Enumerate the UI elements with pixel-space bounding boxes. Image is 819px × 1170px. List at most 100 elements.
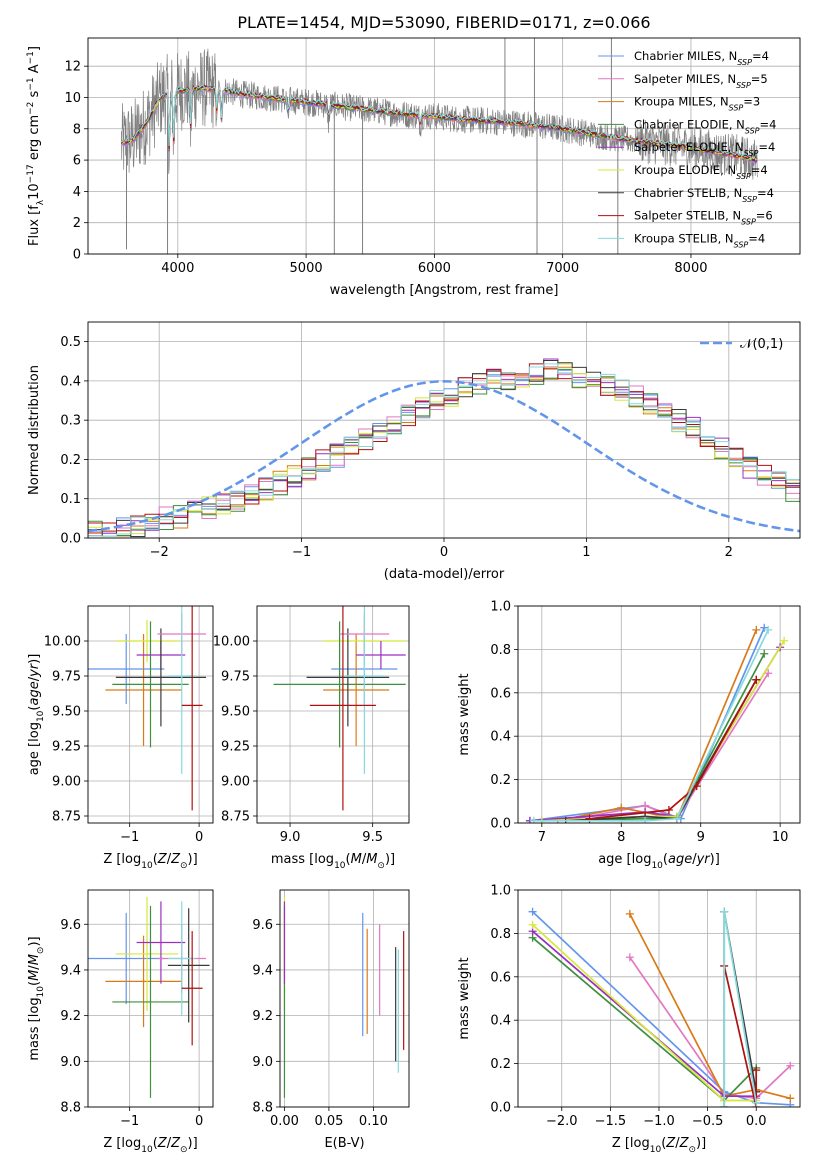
label-part: SSP: [741, 217, 756, 226]
panel-residual_histogram: −2 −1 0 1 2 0.0 0.1 0.2 0.3 0.4 0.5: [60, 321, 801, 560]
label-part: s: [27, 90, 42, 101]
label-part: Salpeter ELODIE, N: [634, 140, 744, 154]
legend-label: Chabrier ELODIE, NSSP=4: [634, 117, 776, 135]
y-tick-label: 9.6: [252, 918, 273, 933]
label-part: ]: [27, 46, 42, 51]
y-tick-label: 1.0: [490, 600, 511, 615]
errorbar-point: [306, 628, 390, 727]
y-tick-label: 0.2: [490, 773, 511, 788]
label-part: Chabrier ELODIE, N: [634, 117, 745, 131]
label-part: Flux [f: [27, 205, 42, 246]
label-part: ⊙: [180, 861, 188, 871]
label-part: 10: [27, 183, 42, 200]
y-axis-label: age [log10(age/yr)]: [27, 654, 46, 776]
y-tick-label: 10.00: [213, 635, 250, 650]
grid: [518, 605, 800, 824]
label-part: /: [27, 676, 42, 681]
label-part: /: [167, 1136, 172, 1151]
x-axis-label: E(B-V): [324, 1136, 364, 1151]
axes-frame: [279, 889, 410, 1108]
x-tick-label: −2.0: [546, 1114, 578, 1129]
plus-marker: [617, 803, 626, 812]
label-part: Z: [157, 852, 168, 867]
y-axis-label: Flux [fλ10−17 erg cm−2 s−1 A−1]: [26, 46, 46, 246]
label-part: yr: [696, 852, 712, 867]
label-part: ⊙: [377, 861, 385, 871]
y-tick-label: 9.6: [60, 918, 81, 933]
axes-frame: [256, 605, 410, 824]
y-tick-label: 9.0: [252, 1055, 273, 1070]
label-part: −2: [26, 102, 36, 115]
label-part: SSP: [744, 149, 759, 158]
axes-frame: [517, 889, 801, 1108]
weight-line: [541, 653, 766, 822]
plus-marker: [760, 649, 769, 658]
plus-marker: [720, 1103, 729, 1107]
errorbar-point: [112, 621, 189, 748]
errorbar-point: [181, 931, 203, 1046]
label-part: /: [27, 965, 42, 970]
weight-line: [532, 937, 757, 1102]
label-part: =3: [743, 95, 760, 109]
errorbar-point: [88, 634, 165, 704]
label-part: 10: [650, 1145, 662, 1155]
label-part: )]: [188, 852, 198, 867]
y-axis-label: mass [log10(M/M⊙)]: [27, 936, 46, 1060]
x-tick-label: 7: [538, 830, 546, 845]
errorbar-point: [115, 896, 179, 1012]
label-part: 10: [334, 861, 346, 871]
y-axis-label: Normed distribution: [27, 365, 42, 495]
y-tick-label: 0.2: [60, 453, 81, 468]
y-tick-label: 9.25: [52, 740, 81, 755]
label-part: Salpeter STELIB, N: [634, 209, 741, 223]
label-part: Z: [679, 1136, 690, 1151]
label-part: SSP: [736, 80, 751, 89]
plus-marker: [625, 953, 634, 962]
plus-marker: [752, 675, 761, 684]
y-tick-label: 1.0: [490, 884, 511, 899]
plot-area: [88, 606, 207, 811]
x-tick-label: 0.10: [359, 1114, 388, 1129]
plus-marker: [528, 907, 537, 916]
x-tick-label: 4000: [161, 261, 194, 276]
y-tick-label: 0.6: [490, 686, 511, 701]
label-part: (: [153, 852, 158, 867]
legend-label: Salpeter STELIB, NSSP=6: [634, 209, 773, 227]
label-part: M: [27, 970, 42, 981]
label-part: SSP: [737, 58, 752, 67]
label-part: Salpeter MILES, N: [634, 72, 736, 86]
x-axis-label: wavelength [Angstrom, rest frame]: [330, 283, 559, 298]
y-tick-label: 8.75: [52, 810, 81, 825]
label-part: −1: [26, 77, 36, 90]
y-tick-label: 0.8: [490, 927, 511, 942]
label-part: )]: [27, 654, 42, 664]
label-part: ⊙: [688, 1145, 696, 1155]
errorbar-point: [112, 905, 189, 1098]
histogram-step: [88, 363, 800, 538]
weight-line: [529, 627, 766, 822]
weight-line: [629, 956, 791, 1100]
panel-age_vs_Z: −1 0 8.75 9.00 9.25 9.50 9.75 10.00: [44, 605, 214, 845]
label-part: =4: [760, 117, 777, 131]
plus-marker: [664, 805, 673, 814]
label-part: /: [167, 852, 172, 867]
label-part: λ: [36, 199, 46, 205]
label-part: A: [27, 64, 42, 77]
label-part: Z: [170, 1136, 181, 1151]
errorbar-point: [167, 606, 196, 774]
label-part: 10: [141, 861, 153, 871]
errorbar-point: [88, 912, 165, 1005]
label-part: Chabrier MILES, N: [634, 49, 737, 63]
y-tick-label: 8.75: [221, 810, 250, 825]
plus-marker: [720, 907, 729, 916]
plus-marker: [752, 1098, 761, 1107]
label-part: /: [692, 852, 697, 867]
panel-weight_vs_age: 7 8 9 10 0.0 0.2 0.4 0.6 0.8 1.0: [490, 600, 801, 845]
y-tick-label: 6: [73, 154, 81, 169]
label-part: (: [663, 852, 668, 867]
y-tick-label: 9.2: [252, 1009, 273, 1024]
x-axis-label: Z [log10(Z/Z⊙)]: [103, 852, 197, 871]
label-part: −1: [26, 51, 36, 64]
